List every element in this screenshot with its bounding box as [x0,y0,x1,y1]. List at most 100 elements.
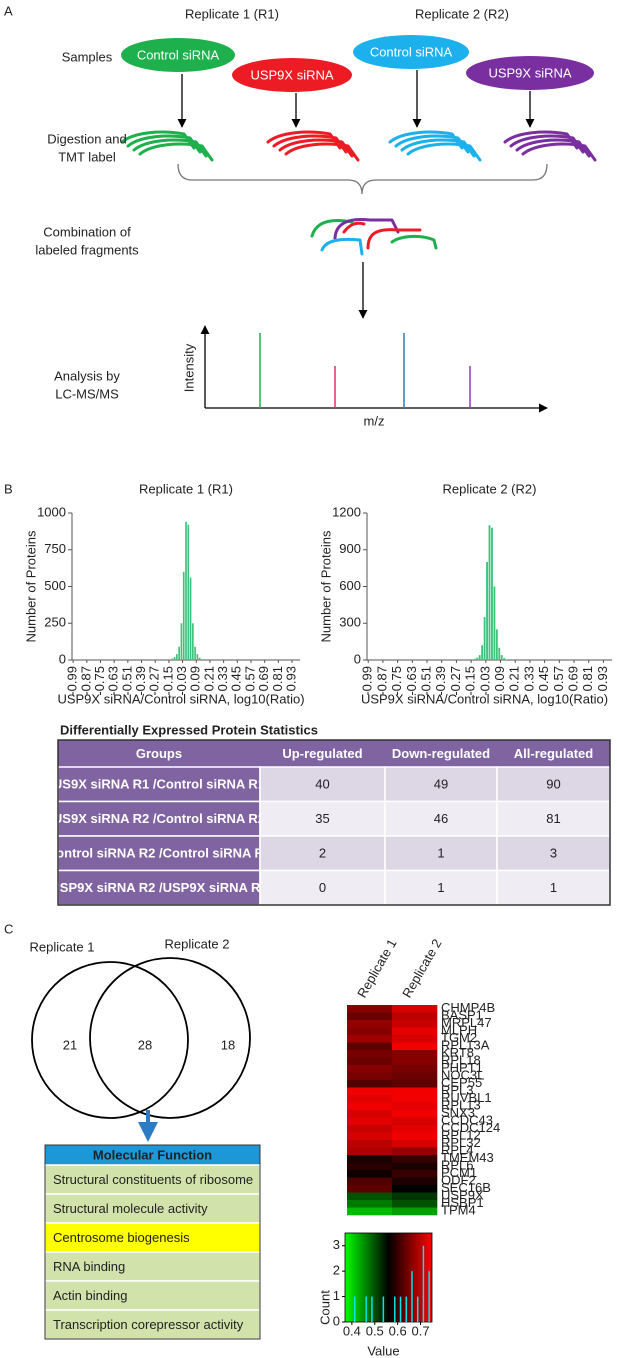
y-tick-label: 0 [354,651,361,666]
heatmap-row-label: CEP55 [441,1075,482,1090]
table-header-bg [58,740,610,767]
x-tick-label: 0.57 [242,666,257,691]
y-tick-label: 600 [339,578,361,593]
heatmap-cell [347,1072,393,1081]
heatmap-row-label: RPL13 [441,1098,481,1113]
x-tick-label: -0.03 [477,666,492,696]
heatmap-row-label: PCM1 [441,1165,477,1180]
heatmap-row-label: NOC3L [441,1068,484,1083]
bar [491,527,493,660]
x-tick-label: 0.93 [283,666,298,691]
key-y-tick-label: 3 [333,1237,340,1252]
bar [173,657,176,660]
x-tick-label: -0.87 [374,666,389,696]
table-cell-text: 1 [437,846,444,861]
heatmap-cell [392,1042,438,1051]
heatmap-row-label: MLPH [441,1023,477,1038]
venn-count: 21 [63,1037,77,1052]
heatmap-cell [347,1192,393,1201]
heatmap-cell [392,1170,438,1178]
table-cell-text: 1 [437,880,444,895]
x-tick-label: -0.99 [360,666,375,696]
sample-label: USP9X siRNA [488,65,571,80]
x-tick-label: -0.27 [448,666,463,696]
x-tick-label: 0.81 [270,666,285,691]
fragments [120,130,597,162]
function-row: Transcription corepressor activity [53,1317,244,1332]
bar [198,657,201,660]
heatmap-cell [392,1110,438,1118]
heatmap-cell [347,1147,393,1156]
venn-circles [31,957,251,1119]
heatmap-cell [392,1065,438,1073]
venn-set-label: Replicate 2 [164,936,229,951]
bar [493,586,496,660]
table-cell-text: 0 [319,880,326,895]
heatmap-cell [392,1177,438,1186]
table-border [57,739,611,906]
heatmap-cell [347,1155,393,1163]
replicate-title: Replicate 1 (R1) [185,6,279,21]
heatmap-row-label: RPL32 [441,1135,481,1150]
heatmap-row-label: RPL13A [441,1038,490,1053]
table-cell [259,800,386,837]
axis-label: m/z [364,413,385,428]
x-tick-label: -0.63 [106,666,121,696]
y-tick-label: 1200 [332,504,361,519]
color-key-gradient [344,1232,433,1323]
heatmap-cell [392,1102,438,1111]
bar [481,645,484,660]
axis-label: Intensity [181,343,196,392]
function-row: Structural constituents of ribosome [53,1172,253,1187]
x-tick-label: 0.93 [595,666,610,691]
bar [505,659,508,660]
function-border [44,1144,261,1340]
heatmap-row-label: HSBP1 [441,1195,484,1210]
function-header: Molecular Function [93,1147,212,1162]
replicate-title: Replicate 2 (R2) [415,6,509,21]
key-x-tick-label: 0.5 [366,1323,384,1338]
heatmap-cell [392,1080,438,1088]
table-cell [259,869,386,906]
bar [187,524,190,660]
x-tick-label: -0.15 [463,666,478,696]
heatmap-row-label: TMEM43 [441,1150,494,1165]
heatmap-row-label: RPL12 [441,1128,481,1143]
sample-ellipse [353,35,469,69]
function-row-bg [44,1309,261,1340]
heatmap-cell [392,1020,438,1028]
heatmap-cell [347,1012,393,1021]
heatmap-cell [392,1140,438,1148]
table-cell-text: 81 [546,811,560,826]
table-cell-text: 49 [434,777,448,792]
bar [180,623,183,660]
key-y-tick-label: 2 [333,1263,340,1278]
bar [169,659,171,660]
y-tick-label: 900 [339,541,361,556]
heatmap-cell [392,1125,438,1133]
heatmap-cell [347,1042,393,1051]
x-tick-label: 0.21 [507,666,522,691]
heatmap-cell [392,1035,438,1043]
x-tick-label: 0.45 [536,666,551,691]
bar [483,617,486,660]
bracket [177,163,548,195]
bar [189,577,192,660]
row-label: labeled fragments [35,242,139,257]
heatmap-cell [347,1020,393,1028]
x-tick-label: -0.63 [404,666,419,696]
table-cell-text: 35 [315,811,329,826]
heatmap-cell [347,1057,393,1066]
x-tick-label: -0.87 [78,666,93,696]
heatmap-cell [347,1125,393,1133]
heatmap-cell [347,1207,393,1216]
panel-label: C [4,921,13,936]
y-tick-label: 250 [44,615,66,630]
heatmap-cell [392,1005,438,1013]
bar [488,525,491,660]
y-tick-label: 1000 [37,504,66,519]
table-cell [57,766,261,803]
row-label: Analysis by [54,368,120,383]
x-tick-label: -0.51 [418,666,433,696]
